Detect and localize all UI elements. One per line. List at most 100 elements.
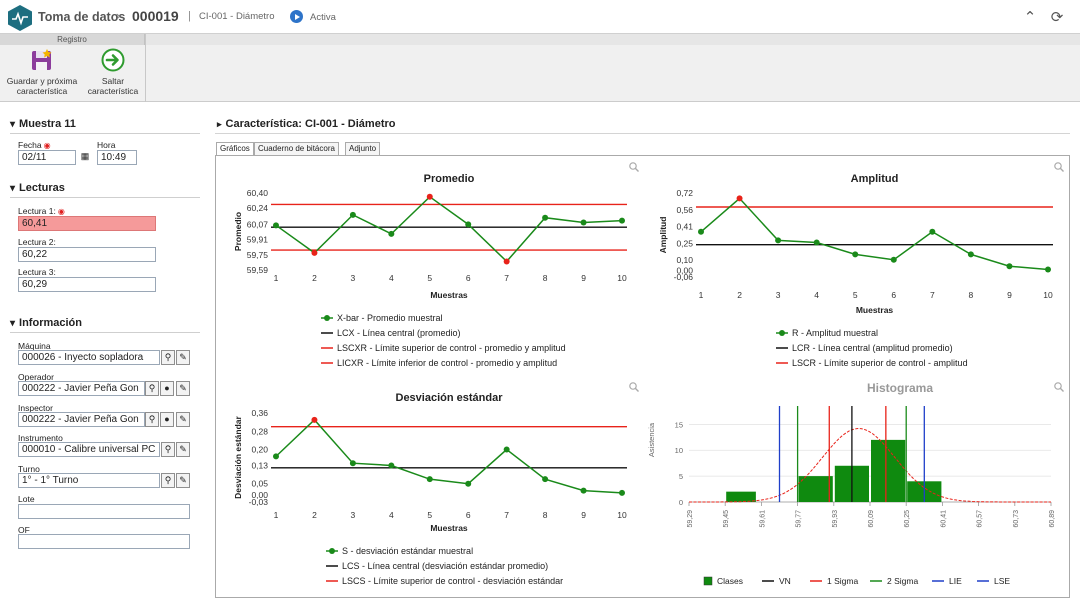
x-tick-label: 60,41: [940, 510, 947, 528]
ribbon-toolbar: Registro Guardar y próxima característic…: [0, 34, 1080, 102]
lectura2-input[interactable]: 60,22: [18, 247, 156, 262]
title-divider: |: [188, 10, 191, 22]
data-point: [349, 460, 356, 467]
save-next-button[interactable]: Guardar y próxima característica: [3, 48, 81, 96]
x-tick-label: 6: [466, 273, 471, 283]
zoom-icon: [629, 162, 637, 170]
clear-icon[interactable]: ✎: [176, 412, 190, 427]
section-informacion[interactable]: Información: [10, 317, 82, 329]
y-tick-label: -0,06: [674, 272, 694, 282]
x-tick-label: 1: [274, 273, 279, 283]
user-icon[interactable]: ●: [160, 412, 174, 427]
y-tick-label: 0,72: [676, 188, 693, 198]
instrumento-input[interactable]: 000010 - Calibre universal PC: [18, 442, 160, 457]
app-logo-icon: [8, 5, 32, 31]
characteristic-subtitle: CI-001 - Diámetro: [199, 11, 275, 22]
search-icon[interactable]: ⚲: [161, 473, 175, 488]
data-point: [311, 416, 318, 423]
y-tick-label: 0,05: [251, 479, 268, 489]
user-icon[interactable]: ●: [160, 381, 174, 396]
skip-label-1: Saltar: [101, 76, 125, 86]
y-tick-label: 0,28: [251, 426, 268, 436]
calendar-icon[interactable]: ▦: [80, 151, 90, 161]
operador-input[interactable]: 000222 - Javier Peña Gon: [18, 381, 145, 396]
charts-canvas: Promedio 59,59 59,75 59,91 60,07 60,24 60,40 Pr…: [233, 162, 1064, 586]
legend-label: LSCS - Límite superior de control - desv…: [342, 576, 563, 586]
clear-icon[interactable]: ✎: [176, 381, 190, 396]
y-tick-label: 60,07: [247, 219, 269, 229]
legend-label: 1 Sigma: [827, 576, 858, 586]
top-bar: Toma de datos › 000019 | CI-001 - Diámet…: [0, 0, 1080, 34]
legend-marker: [779, 330, 785, 336]
zoom-icon: [1054, 162, 1062, 170]
y-axis-label: Promedio: [233, 212, 243, 251]
legend-marker: [324, 315, 330, 321]
lote-input[interactable]: [18, 504, 190, 519]
inspector-input[interactable]: 000222 - Javier Peña Gon: [18, 412, 145, 427]
y-tick-label: 0,00: [251, 490, 268, 500]
x-tick-label: 10: [617, 510, 627, 520]
series-line: [275, 418, 623, 494]
clear-icon[interactable]: ✎: [176, 350, 190, 365]
lectura3-label: Lectura 3:: [18, 267, 56, 277]
collapse-icon[interactable]: ⌃: [1023, 9, 1037, 26]
x-tick-label: 4: [814, 290, 819, 300]
legend-label: LCS - Línea central (desviación estándar…: [342, 561, 548, 571]
divider: [10, 197, 200, 198]
data-point: [542, 214, 549, 221]
zoom-icon-handle: [1059, 167, 1064, 172]
x-tick-label: 6: [891, 290, 896, 300]
x-tick-label: 10: [617, 273, 627, 283]
turno-input[interactable]: 1° - 1° Turno: [18, 473, 160, 488]
y-axis-label: Desviación estándar: [233, 415, 243, 498]
lectura1-input[interactable]: 60,41: [18, 216, 156, 231]
legend-label: LSCR - Límite superior de control - ampl…: [792, 358, 968, 368]
section-muestra[interactable]: Muestra 11: [10, 118, 76, 130]
data-point: [929, 228, 936, 235]
data-point: [388, 462, 395, 469]
fecha-input[interactable]: 02/11: [18, 150, 76, 165]
y-tick-label: 0,25: [676, 239, 693, 249]
skip-button[interactable]: Saltar característica: [84, 48, 142, 96]
x-tick-label: 5: [853, 290, 858, 300]
data-point: [388, 230, 395, 237]
data-point: [503, 446, 510, 453]
x-tick-label: 4: [389, 273, 394, 283]
clear-icon[interactable]: ✎: [176, 473, 190, 488]
data-point: [619, 489, 625, 496]
histogram-bar: [798, 476, 833, 502]
data-point: [852, 251, 859, 258]
of-input[interactable]: [18, 534, 190, 549]
data-point: [349, 211, 356, 218]
x-tick-label: 5: [427, 273, 432, 283]
x-tick-label: 1: [699, 290, 704, 300]
section-lecturas[interactable]: Lecturas: [10, 182, 65, 194]
x-tick-label: 1: [274, 510, 279, 520]
hora-input[interactable]: 10:49: [97, 150, 137, 165]
clear-icon[interactable]: ✎: [176, 442, 190, 457]
tab-adjunto[interactable]: Adjunto: [345, 142, 381, 155]
data-point: [580, 219, 587, 226]
zoom-icon-handle: [634, 387, 639, 392]
y-tick-label: -0,03: [249, 497, 269, 507]
refresh-icon[interactable]: ⟳: [1050, 9, 1064, 26]
of-label: OF: [18, 525, 30, 535]
lectura3-input[interactable]: 60,29: [18, 277, 156, 292]
legend-label: R - Amplitud muestral: [792, 328, 878, 338]
search-icon[interactable]: ⚲: [161, 350, 175, 365]
y-tick-label: 60,24: [247, 203, 269, 213]
tab-cuaderno[interactable]: Cuaderno de bitácora: [254, 142, 339, 155]
maquina-label: Máquina: [18, 341, 51, 351]
search-icon[interactable]: ⚲: [145, 412, 159, 427]
maquina-input[interactable]: 000026 - Inyecto sopladora: [18, 350, 160, 365]
data-point: [465, 480, 472, 487]
search-icon[interactable]: ⚲: [145, 381, 159, 396]
y-tick-label: 15: [675, 420, 683, 429]
x-tick-label: 10: [1043, 290, 1053, 300]
tab-graficos[interactable]: Gráficos: [216, 142, 254, 156]
x-tick-label: 8: [543, 510, 548, 520]
operador-label: Operador: [18, 372, 54, 382]
divider: [10, 133, 200, 134]
search-icon[interactable]: ⚲: [161, 442, 175, 457]
legend-label: LSE: [994, 576, 1010, 586]
